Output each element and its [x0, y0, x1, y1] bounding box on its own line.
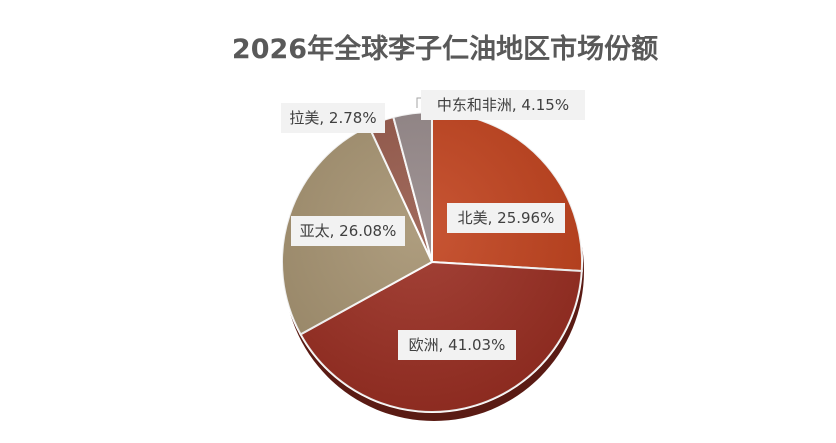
data-label-box — [421, 90, 585, 120]
data-label-box — [398, 330, 516, 360]
data-label-box — [447, 203, 565, 233]
data-label-text: 中东和非洲, 4.15% — [437, 96, 569, 114]
data-label-box — [281, 103, 385, 133]
data-label-text: 拉美, 2.78% — [289, 109, 376, 127]
data-label-text: 北美, 25.96% — [458, 209, 555, 227]
data-label-box — [291, 216, 405, 246]
data-label-middle-east-africa: 中东和非洲, 4.15% — [421, 90, 585, 120]
chart-title: 2026年全球李子仁油地区市场份额 — [232, 33, 658, 65]
data-label-text: 亚太, 26.08% — [300, 222, 397, 240]
data-label-north-america: 北美, 25.96% — [447, 203, 565, 233]
pie-slices — [281, 110, 584, 421]
data-label-text: 欧洲, 41.03% — [409, 336, 506, 354]
data-label-europe: 欧洲, 41.03% — [398, 330, 516, 360]
pie-labels: 北美, 25.96% 欧洲, 41.03% 亚太, 26.08% 拉美, 2.78% 中… — [281, 90, 585, 360]
data-label-latin-america: 拉美, 2.78% — [281, 103, 385, 133]
data-label-asia-pacific: 亚太, 26.08% — [291, 216, 405, 246]
pie-slice-north-america[interactable] — [431, 110, 583, 273]
